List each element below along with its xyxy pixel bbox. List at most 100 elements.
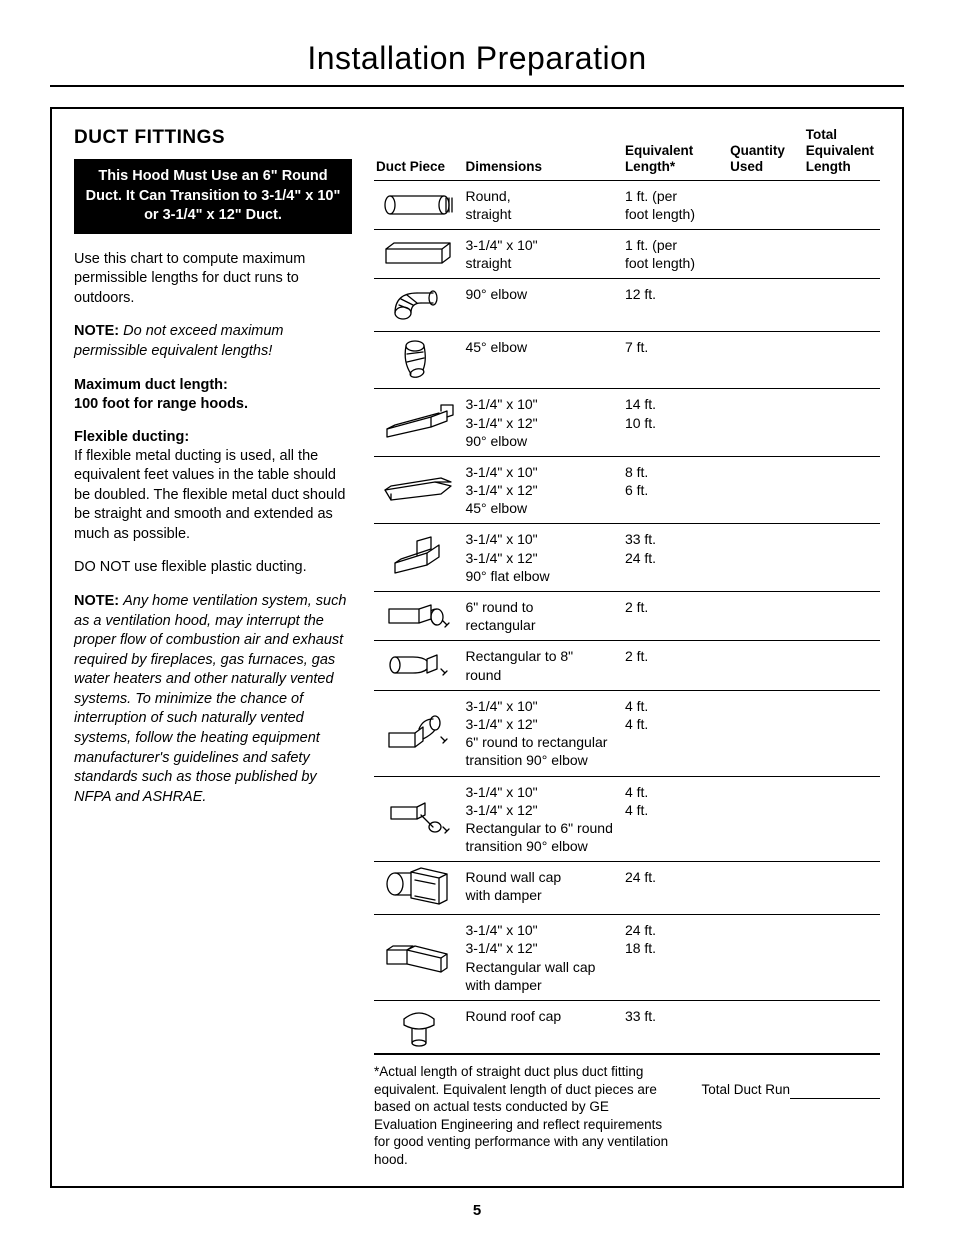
table-row: Round wall capwith damper24 ft. xyxy=(374,862,880,915)
round-to-rect-90-icon xyxy=(374,690,463,776)
round-wall-cap-icon xyxy=(374,862,463,915)
table-row: 3-1/4" x 10"straight1 ft. (perfoot lengt… xyxy=(374,229,880,278)
col-total: Total Equivalent Length xyxy=(804,127,880,180)
elbow-45-round-icon xyxy=(374,332,463,389)
equiv-length-cell: 4 ft.4 ft. xyxy=(623,776,728,862)
total-cell[interactable] xyxy=(804,915,880,1001)
note-label: NOTE: xyxy=(74,593,119,609)
total-cell[interactable] xyxy=(804,524,880,592)
total-cell[interactable] xyxy=(804,332,880,389)
elbow-90-round-icon xyxy=(374,279,463,332)
content-box: DUCT FITTINGS This Hood Must Use an 6" R… xyxy=(50,107,904,1188)
right-column: Duct Piece Dimensions Equivalent Length*… xyxy=(374,127,880,1168)
equiv-length-cell: 24 ft.18 ft. xyxy=(623,915,728,1001)
col-equiv-length: Equivalent Length* xyxy=(623,127,728,180)
page-number: 5 xyxy=(50,1202,904,1219)
table-row: 45° elbow7 ft. xyxy=(374,332,880,389)
total-run-blank[interactable] xyxy=(790,1098,880,1099)
total-cell[interactable] xyxy=(804,180,880,229)
dimensions-cell: 90° elbow xyxy=(463,279,622,332)
total-cell[interactable] xyxy=(804,641,880,690)
note-label: NOTE: xyxy=(74,323,119,339)
total-cell[interactable] xyxy=(804,690,880,776)
rect-flat-elbow-90-icon xyxy=(374,524,463,592)
dimensions-cell: 3-1/4" x 10"straight xyxy=(463,229,622,278)
dimensions-cell: 3-1/4" x 10"3-1/4" x 12"90° elbow xyxy=(463,389,622,457)
quantity-cell[interactable] xyxy=(728,690,804,776)
total-cell[interactable] xyxy=(804,776,880,862)
equiv-length-cell: 2 ft. xyxy=(623,592,728,641)
equiv-length-cell: 1 ft. (perfoot length) xyxy=(623,229,728,278)
table-row: Rectangular to 8"round2 ft. xyxy=(374,641,880,690)
table-row: 3-1/4" x 10"3-1/4" x 12"90° flat elbow33… xyxy=(374,524,880,592)
dimensions-cell: 45° elbow xyxy=(463,332,622,389)
table-row: 3-1/4" x 10"3-1/4" x 12"Rectangular to 6… xyxy=(374,776,880,862)
rect-wall-cap-icon xyxy=(374,915,463,1001)
dimensions-cell: Rectangular to 8"round xyxy=(463,641,622,690)
dimensions-cell: Round,straight xyxy=(463,180,622,229)
intro-para: Use this chart to compute maximum permis… xyxy=(74,250,352,309)
col-piece: Duct Piece xyxy=(374,127,463,180)
note-text: Any home ventilation system, such as a v… xyxy=(74,593,346,805)
quantity-cell[interactable] xyxy=(728,524,804,592)
duct-table: Duct Piece Dimensions Equivalent Length*… xyxy=(374,127,880,1055)
total-cell[interactable] xyxy=(804,862,880,915)
rect-to-round-icon xyxy=(374,641,463,690)
quantity-cell[interactable] xyxy=(728,180,804,229)
equiv-length-cell: 2 ft. xyxy=(623,641,728,690)
quantity-cell[interactable] xyxy=(728,862,804,915)
rect-to-round-90-icon xyxy=(374,776,463,862)
total-cell[interactable] xyxy=(804,389,880,457)
quantity-cell[interactable] xyxy=(728,641,804,690)
max-length: Maximum duct length: 100 foot for range … xyxy=(74,376,352,415)
table-row: Round,straight1 ft. (perfoot length) xyxy=(374,180,880,229)
left-column: DUCT FITTINGS This Hood Must Use an 6" R… xyxy=(74,127,352,1168)
equiv-length-cell: 8 ft.6 ft. xyxy=(623,456,728,524)
quantity-cell[interactable] xyxy=(728,229,804,278)
rect-elbow-45-icon xyxy=(374,456,463,524)
total-cell[interactable] xyxy=(804,456,880,524)
round-roof-cap-icon xyxy=(374,1001,463,1055)
dimensions-cell: 3-1/4" x 10"3-1/4" x 12"90° flat elbow xyxy=(463,524,622,592)
quantity-cell[interactable] xyxy=(728,915,804,1001)
table-row: 6" round torectangular2 ft. xyxy=(374,592,880,641)
dimensions-cell: Round roof cap xyxy=(463,1001,622,1055)
rect-straight-icon xyxy=(374,229,463,278)
total-cell[interactable] xyxy=(804,279,880,332)
quantity-cell[interactable] xyxy=(728,1001,804,1055)
round-straight-icon xyxy=(374,180,463,229)
equiv-length-cell: 33 ft.24 ft. xyxy=(623,524,728,592)
quantity-cell[interactable] xyxy=(728,776,804,862)
equiv-length-cell: 7 ft. xyxy=(623,332,728,389)
quantity-cell[interactable] xyxy=(728,389,804,457)
equiv-length-cell: 14 ft.10 ft. xyxy=(623,389,728,457)
dimensions-cell: 6" round torectangular xyxy=(463,592,622,641)
quantity-cell[interactable] xyxy=(728,456,804,524)
table-row: 90° elbow12 ft. xyxy=(374,279,880,332)
rect-elbow-90-icon xyxy=(374,389,463,457)
col-dimensions: Dimensions xyxy=(463,127,622,180)
dimensions-cell: 3-1/4" x 10"3-1/4" x 12"45° elbow xyxy=(463,456,622,524)
total-cell[interactable] xyxy=(804,592,880,641)
note-2: NOTE: Any home ventilation system, such … xyxy=(74,592,352,807)
table-row: 3-1/4" x 10"3-1/4" x 12"90° elbow14 ft.1… xyxy=(374,389,880,457)
quantity-cell[interactable] xyxy=(728,279,804,332)
quantity-cell[interactable] xyxy=(728,332,804,389)
page-title: Installation Preparation xyxy=(50,40,904,87)
equiv-length-cell: 4 ft.4 ft. xyxy=(623,690,728,776)
quantity-cell[interactable] xyxy=(728,592,804,641)
dimensions-cell: 3-1/4" x 10"3-1/4" x 12"6" round to rect… xyxy=(463,690,622,776)
total-run-label: Total Duct Run xyxy=(701,1082,790,1097)
total-cell[interactable] xyxy=(804,1001,880,1055)
flex-text: If flexible metal ducting is used, all t… xyxy=(74,447,352,545)
total-cell[interactable] xyxy=(804,229,880,278)
dimensions-cell: 3-1/4" x 10"3-1/4" x 12"Rectangular wall… xyxy=(463,915,622,1001)
total-duct-run: Total Duct Run xyxy=(701,1063,880,1168)
equiv-length-cell: 12 ft. xyxy=(623,279,728,332)
col-quantity: Quantity Used xyxy=(728,127,804,180)
equiv-length-cell: 1 ft. (perfoot length) xyxy=(623,180,728,229)
equiv-length-cell: 24 ft. xyxy=(623,862,728,915)
callout-box: This Hood Must Use an 6" Round Duct. It … xyxy=(74,159,352,234)
note-1: NOTE: Do not exceed maximum permissible … xyxy=(74,322,352,361)
table-row: 3-1/4" x 10"3-1/4" x 12"45° elbow8 ft.6 … xyxy=(374,456,880,524)
